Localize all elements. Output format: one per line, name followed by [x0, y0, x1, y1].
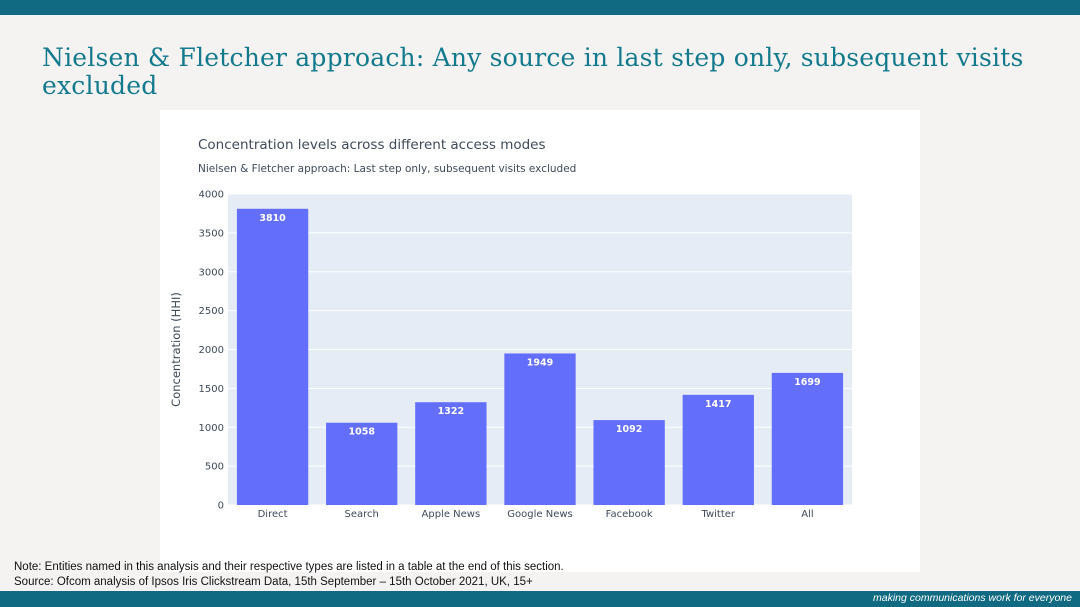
- bar-value-label: 1699: [794, 377, 820, 388]
- source-text: Source: Ofcom analysis of Ipsos Iris Cli…: [14, 576, 533, 588]
- x-tick-label: Search: [345, 509, 379, 520]
- x-tick-label: Twitter: [701, 509, 736, 520]
- footnotes: Note: Entities named in this analysis an…: [14, 560, 564, 590]
- y-tick-label: 3500: [199, 228, 224, 239]
- y-tick-label: 0: [218, 501, 224, 512]
- bar: [771, 372, 844, 505]
- bar-value-label: 1058: [348, 427, 375, 438]
- x-tick-label: Apple News: [422, 509, 481, 520]
- y-tick-label: 4000: [199, 190, 224, 201]
- bar: [682, 394, 754, 505]
- top-accent-bar: [0, 0, 1080, 15]
- bar-value-label: 1417: [705, 399, 731, 410]
- x-tick-label: Facebook: [606, 509, 653, 520]
- note-text: Note: Entities named in this analysis an…: [14, 561, 564, 573]
- y-axis-label: Concentration (HHI): [169, 292, 183, 407]
- tagline: making communications work for everyone: [873, 592, 1072, 604]
- tagline-prefix: making communications work: [872, 592, 1011, 604]
- bar-value-label: 3810: [259, 213, 286, 224]
- bar: [326, 422, 398, 505]
- y-tick-label: 2500: [199, 306, 224, 317]
- x-tick-label: Direct: [258, 509, 288, 520]
- chart-card: 0 500 1000 1500 2000 2500 3000 3500 4000 3810 Dire…: [160, 110, 920, 572]
- bar-value-label: 1949: [527, 357, 553, 368]
- bar: [504, 353, 576, 505]
- bar-chart: 0 500 1000 1500 2000 2500 3000 3500 4000 3810 Dire…: [169, 190, 852, 520]
- y-tick-label: 2000: [199, 345, 224, 356]
- bar: [236, 208, 309, 505]
- footer-bar: making communications work for everyone: [0, 591, 1080, 607]
- y-tick-label: 1500: [199, 384, 224, 395]
- tagline-suffix: for everyone: [1013, 592, 1072, 604]
- chart-title: Concentration levels across different ac…: [198, 137, 546, 153]
- y-tick-label: 1000: [199, 423, 224, 434]
- y-tick-label: 500: [205, 462, 224, 473]
- x-tick-label: All: [801, 509, 813, 520]
- y-tick-label: 3000: [199, 267, 224, 278]
- bar-value-label: 1322: [438, 406, 464, 417]
- bar: [593, 420, 665, 505]
- bar: [415, 402, 487, 505]
- chart-subtitle: Nielsen & Fletcher approach: Last step o…: [198, 163, 577, 175]
- x-tick-label: Google News: [507, 509, 572, 520]
- bar-value-label: 1092: [616, 424, 642, 435]
- slide-title: Nielsen & Fletcher approach: Any source …: [42, 43, 1024, 100]
